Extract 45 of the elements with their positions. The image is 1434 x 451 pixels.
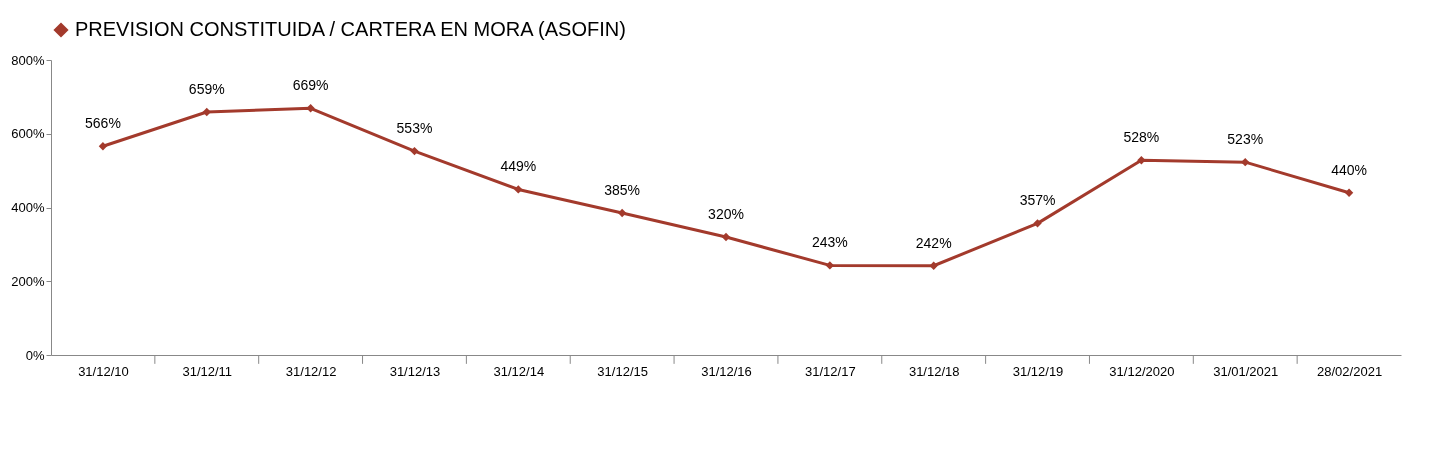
x-tick-label: 31/12/2020 bbox=[1109, 363, 1175, 379]
data-label: 553% bbox=[396, 120, 433, 137]
data-label: 243% bbox=[811, 234, 848, 251]
x-tick-label: 31/12/14 bbox=[493, 363, 545, 379]
x-tick-label: 31/12/16 bbox=[701, 363, 752, 379]
x-tick-label: 31/12/17 bbox=[805, 363, 856, 379]
y-tick-label: 200% bbox=[11, 273, 45, 289]
y-tick-label: 800% bbox=[11, 52, 45, 68]
data-label: 385% bbox=[604, 182, 641, 199]
data-label: 528% bbox=[1123, 129, 1160, 146]
data-label: 659% bbox=[188, 80, 225, 97]
point bbox=[721, 232, 731, 242]
point bbox=[514, 185, 523, 194]
x-tick-label: 31/12/15 bbox=[597, 363, 648, 379]
data-label: 320% bbox=[708, 206, 744, 222]
y-tick-label: 0% bbox=[25, 347, 45, 363]
point bbox=[929, 261, 938, 270]
x-tick-label: 31/12/11 bbox=[182, 363, 233, 379]
x-tick-label: 31/12/13 bbox=[389, 363, 441, 379]
legend-label: PREVISION CONSTITUIDA / CARTERA EN MORA (ASOFIN) bbox=[75, 18, 626, 40]
data-label: 242% bbox=[915, 234, 952, 251]
point bbox=[1137, 156, 1146, 165]
data-label: 523% bbox=[1227, 131, 1264, 148]
data-label: 440% bbox=[1331, 161, 1367, 178]
data-label: 566% bbox=[85, 115, 121, 132]
x-tick-label: 31/12/18 bbox=[908, 363, 960, 379]
point bbox=[825, 261, 835, 270]
point bbox=[410, 146, 419, 156]
y-tick-label: 400% bbox=[11, 200, 45, 215]
point bbox=[1241, 157, 1250, 167]
point bbox=[1344, 188, 1354, 197]
y-tick-label: 600% bbox=[11, 126, 45, 142]
point bbox=[98, 142, 108, 151]
x-tick-label: 28/02/2021 bbox=[1317, 363, 1383, 379]
point bbox=[306, 104, 315, 113]
x-tick-label: 31/12/19 bbox=[1012, 363, 1064, 379]
data-label: 357% bbox=[1019, 192, 1056, 209]
x-tick-label: 31/01/2021 bbox=[1213, 363, 1279, 379]
point bbox=[617, 208, 627, 218]
point bbox=[202, 107, 211, 117]
data-label: 449% bbox=[500, 158, 537, 175]
point bbox=[1033, 219, 1042, 228]
data-label: 669% bbox=[292, 77, 329, 94]
x-tick-label: 31/12/10 bbox=[78, 363, 129, 379]
x-tick-label: 31/12/12 bbox=[285, 363, 337, 379]
